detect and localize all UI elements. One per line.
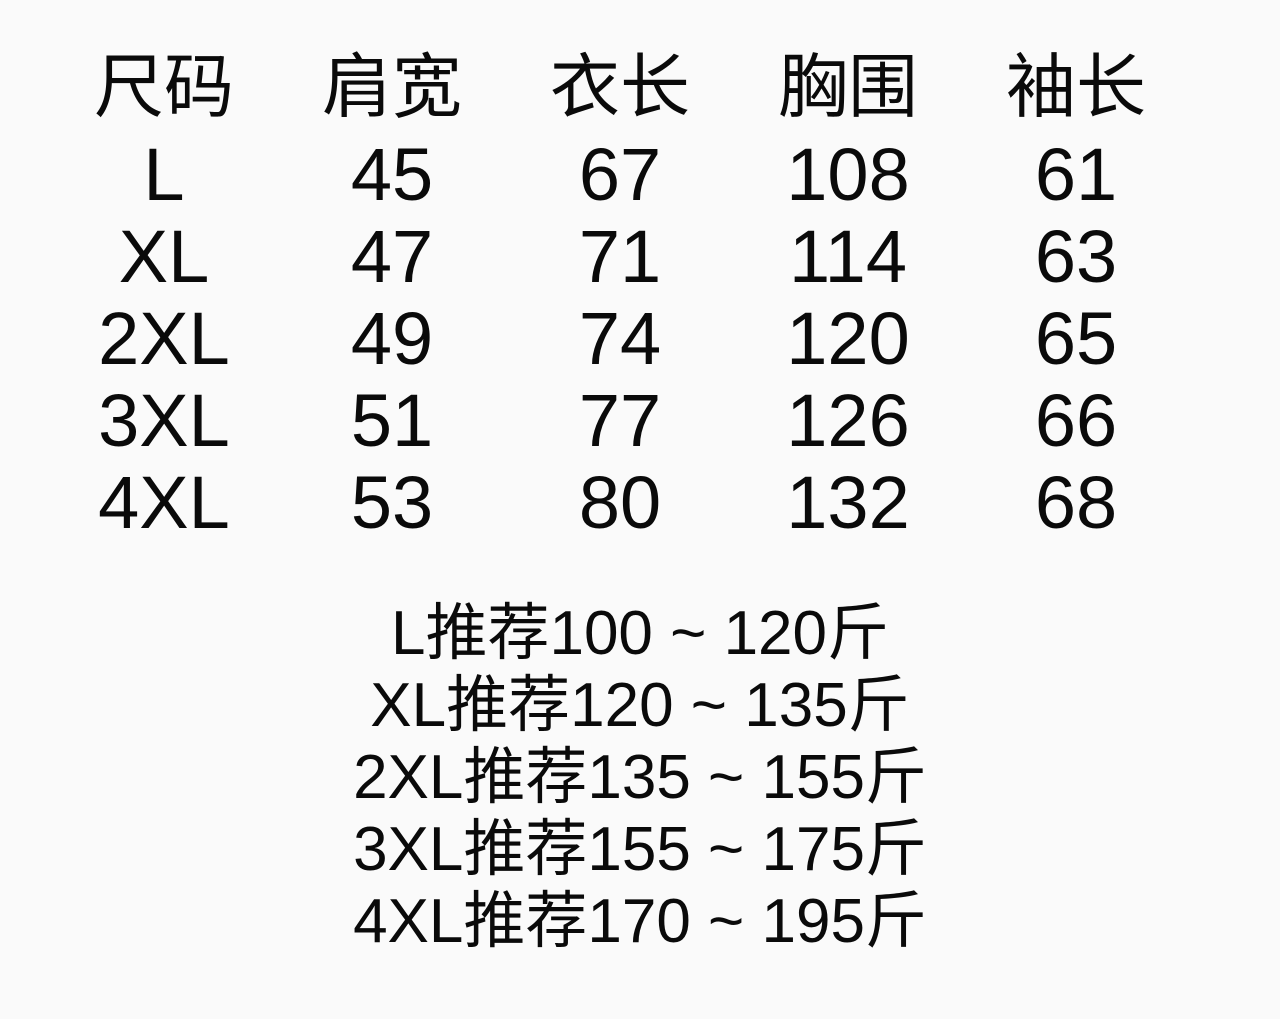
size-cell: 3XL (98, 379, 230, 462)
size-cell: L (143, 133, 185, 216)
weight-recommendation-line: 4XL推荐170 ~ 195斤 (353, 887, 927, 956)
table-row: 3XL 51 77 126 66 (50, 380, 1190, 462)
size-cell: XL (118, 215, 210, 298)
column-header-size: 尺码 (94, 48, 234, 126)
measurement-cell: 67 (578, 133, 662, 216)
weight-recommendation-line: L推荐100 ~ 120斤 (390, 599, 890, 668)
table-row: 4XL 53 80 132 68 (50, 462, 1190, 544)
measurement-cell: 77 (578, 379, 662, 462)
column-header-shoulder: 肩宽 (322, 48, 462, 126)
size-cell: 4XL (98, 461, 230, 544)
table-row: XL 47 71 114 63 (50, 216, 1190, 298)
measurement-cell: 74 (578, 297, 662, 380)
measurement-cell: 66 (1034, 379, 1118, 462)
weight-recommendation-line: 2XL推荐135 ~ 155斤 (353, 743, 927, 812)
measurement-cell: 53 (350, 461, 434, 544)
measurement-cell: 80 (578, 461, 662, 544)
size-cell: 2XL (98, 297, 230, 380)
column-header-chest: 胸围 (778, 48, 918, 126)
measurement-cell: 61 (1034, 133, 1118, 216)
measurement-cell: 126 (786, 379, 910, 462)
measurement-cell: 114 (789, 215, 907, 298)
weight-recommendations: L推荐100 ~ 120斤 XL推荐120 ~ 135斤 2XL推荐135 ~ … (0, 598, 1280, 958)
measurement-cell: 63 (1034, 215, 1118, 298)
measurement-cell: 68 (1034, 461, 1118, 544)
weight-recommendation-line: XL推荐120 ~ 135斤 (370, 671, 910, 740)
measurement-cell: 47 (350, 215, 434, 298)
measurement-cell: 51 (350, 379, 434, 462)
column-header-length: 衣长 (550, 48, 690, 126)
measurement-cell: 120 (786, 297, 910, 380)
size-table: 尺码 肩宽 衣长 胸围 袖长 L 45 67 108 61 XL 47 71 1… (50, 40, 1190, 544)
measurement-cell: 45 (350, 133, 434, 216)
measurement-cell: 132 (786, 461, 910, 544)
measurement-cell: 49 (350, 297, 434, 380)
measurement-cell: 108 (786, 133, 910, 216)
measurement-cell: 71 (578, 215, 662, 298)
measurement-cell: 65 (1034, 297, 1118, 380)
table-row: 2XL 49 74 120 65 (50, 298, 1190, 380)
weight-recommendation-line: 3XL推荐155 ~ 175斤 (353, 815, 927, 884)
column-header-sleeve: 袖长 (1006, 48, 1146, 126)
table-row: L 45 67 108 61 (50, 134, 1190, 216)
table-header-row: 尺码 肩宽 衣长 胸围 袖长 (50, 40, 1190, 134)
